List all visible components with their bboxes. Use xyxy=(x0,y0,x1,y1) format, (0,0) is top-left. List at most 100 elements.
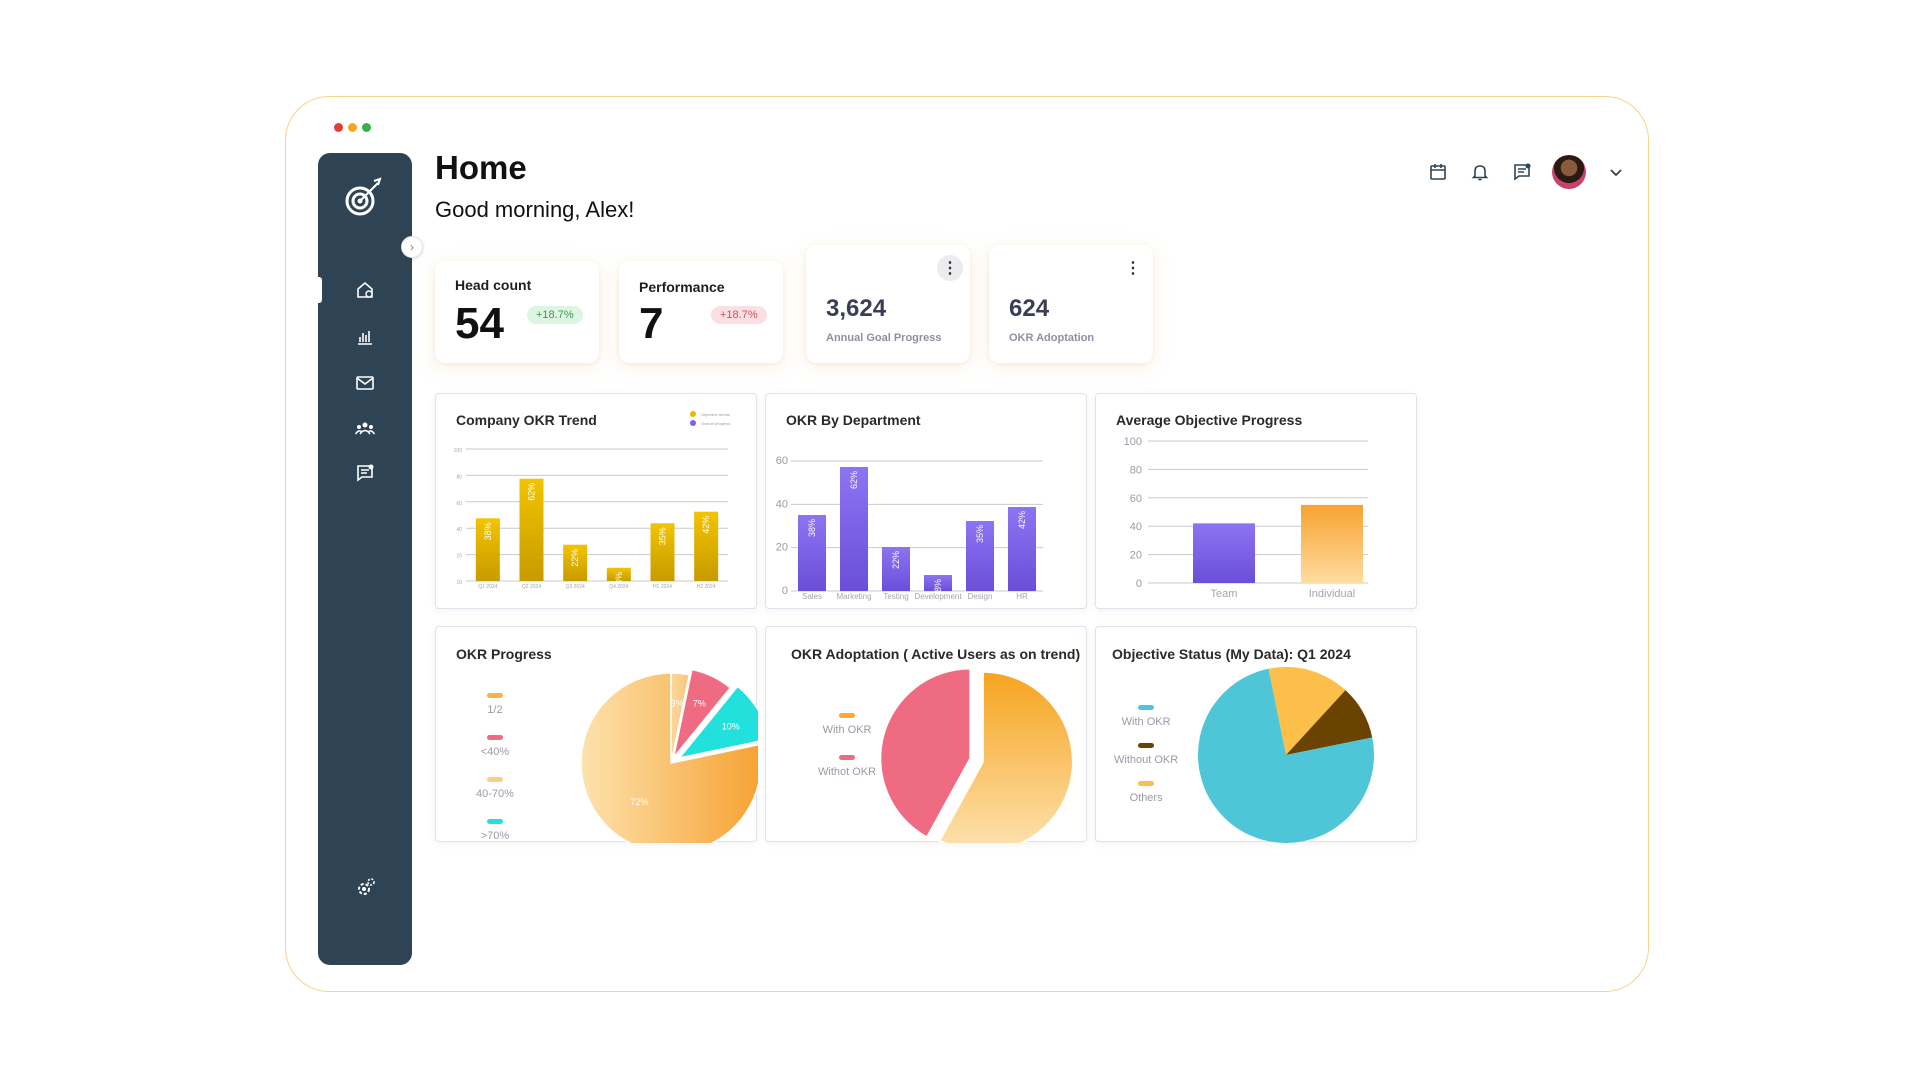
y-tick-label: 60 xyxy=(456,501,462,507)
bar xyxy=(1193,523,1255,583)
legend-label: Without OKR xyxy=(1114,754,1179,766)
slice-label: 72% xyxy=(630,797,648,807)
calendar-button[interactable] xyxy=(1426,160,1450,184)
panel-title: Objective Status (My Data): Q1 2024 xyxy=(1112,646,1351,662)
x-tick-label: Q1 2024 xyxy=(478,584,497,590)
pie-slice xyxy=(938,670,1074,843)
pie-slice xyxy=(1198,668,1374,843)
bar xyxy=(475,518,500,581)
headcount-label: Head count xyxy=(455,277,532,293)
bar-value-label: 38% xyxy=(483,522,493,540)
headcount-card[interactable]: Head count 54 +18.7% xyxy=(435,261,599,363)
profile-menu-button[interactable] xyxy=(1604,160,1628,184)
y-tick-label: 20 xyxy=(456,554,462,560)
slice-label: 3% xyxy=(671,698,684,708)
bar-value-label: 38% xyxy=(807,519,817,537)
app-window: › Home Good morning, Alex! xyxy=(285,96,1649,992)
mail-icon xyxy=(356,376,374,390)
chevron-right-icon: › xyxy=(410,240,414,254)
settings-icon xyxy=(358,878,375,895)
sidebar-item-messages[interactable] xyxy=(350,458,380,488)
close-dot[interactable] xyxy=(334,123,343,132)
legend-item: >70% xyxy=(476,819,514,842)
target-arrow-icon[interactable] xyxy=(340,173,390,223)
chevron-down-icon xyxy=(1610,169,1622,177)
y-tick-label: 60 xyxy=(1130,493,1142,505)
x-tick-label: Sales xyxy=(802,592,822,601)
team-icon xyxy=(355,422,375,435)
sidebar: › xyxy=(318,153,423,965)
sidebar-item-mail[interactable] xyxy=(350,368,380,398)
calendar-icon xyxy=(1430,164,1446,180)
headcount-badge: +18.7% xyxy=(527,306,583,324)
avatar[interactable] xyxy=(1552,155,1586,189)
y-tick-label: 0 xyxy=(1136,578,1142,590)
bar-value-label: 35% xyxy=(658,527,668,545)
legend-label: <40% xyxy=(480,746,510,758)
performance-label: Performance xyxy=(639,279,725,295)
pie-slice xyxy=(672,668,732,759)
slice-label: 10% xyxy=(722,722,740,732)
legend-item: With OKR xyxy=(1114,705,1178,728)
legend-label: Others xyxy=(1129,792,1163,804)
maximize-dot[interactable] xyxy=(362,123,371,132)
sidebar-item-team[interactable] xyxy=(350,413,380,443)
bar-value-label: 22% xyxy=(570,549,580,567)
sidebar-item-home[interactable] xyxy=(350,275,380,305)
legend-item: <40% xyxy=(476,735,514,758)
legend-item: With OKR xyxy=(818,713,876,736)
x-tick-label: Individual xyxy=(1309,588,1355,600)
minimize-dot[interactable] xyxy=(348,123,357,132)
company-okr-trend-panel: 100 80 60 40 20 10 38% Q1 2024 62% Q2 2024 22% Q3 2… xyxy=(435,393,757,609)
messages-button[interactable] xyxy=(1510,160,1534,184)
sidebar-item-analytics[interactable] xyxy=(350,322,380,352)
legend-label: With OKR xyxy=(822,724,872,736)
topbar xyxy=(1426,155,1628,189)
sidebar-item-settings[interactable] xyxy=(350,873,380,903)
x-tick-label: Q4 2024 xyxy=(609,584,628,590)
chat-icon xyxy=(1514,163,1531,181)
adoption-menu-button[interactable]: ⋮ xyxy=(1120,255,1146,281)
legend-label: Objective trends xyxy=(701,412,730,417)
bar xyxy=(966,521,994,591)
y-tick-label: 60 xyxy=(776,455,788,467)
annual-goal-card[interactable]: ⋮ 3,624 Annual Goal Progress xyxy=(806,245,970,363)
x-tick-label: Team xyxy=(1211,588,1238,600)
performance-card[interactable]: Performance 7 +18.7% xyxy=(619,261,783,363)
annual-label: Annual Goal Progress xyxy=(826,332,942,344)
slice-label: 7% xyxy=(693,698,706,708)
annual-menu-button[interactable]: ⋮ xyxy=(937,255,963,281)
okr-department-chart: 604020038%Sales62%Marketing22%Testing8%D… xyxy=(776,455,1043,601)
legend-label: >70% xyxy=(480,830,510,842)
adoption-value: 624 xyxy=(1009,295,1050,322)
adoption-label: OKR Adoptation xyxy=(1009,332,1095,344)
legend-label: Withot OKR xyxy=(818,766,877,778)
bar-value-label: 8% xyxy=(933,579,943,592)
okr-by-department-panel: 60 40 20 0 38% Sales 62% Marketing 22% Testing 8% D… xyxy=(765,393,1087,609)
chat-icon xyxy=(357,464,374,482)
bar-value-label: 42% xyxy=(701,516,711,534)
panel-title: OKR Adoptation ( Active Users as on tren… xyxy=(791,646,1081,662)
collapse-sidebar-button[interactable]: › xyxy=(401,236,423,258)
average-progress-chart: 100 80 60 40 20 0 Team Individual xyxy=(1124,436,1368,600)
legend-label: 40-70% xyxy=(476,788,514,800)
legend-label: Overall progress xyxy=(701,421,730,426)
y-tick-label: 80 xyxy=(1130,464,1142,476)
y-tick-label: 80 xyxy=(456,474,462,480)
bar-value-label: 42% xyxy=(1017,511,1027,529)
x-tick-label: Testing xyxy=(883,592,908,601)
okr-trend-chart: 100 80 60 40 20 10 38% Q1 2024 62% Q2 2024 22% Q3 2… xyxy=(454,411,730,590)
okr-adoption-card[interactable]: ⋮ 624 OKR Adoptation xyxy=(989,245,1153,363)
bar xyxy=(519,478,544,581)
y-tick-label: 10 xyxy=(456,580,462,586)
panel-title: Average Objective Progress xyxy=(1116,412,1303,428)
window-controls xyxy=(334,123,371,132)
bar-value-label: 22% xyxy=(891,551,901,569)
bar xyxy=(1301,504,1363,583)
y-tick-label: 40 xyxy=(456,527,462,533)
notifications-button[interactable] xyxy=(1468,160,1492,184)
y-tick-label: 0 xyxy=(782,585,788,597)
legend-label: 1/2 xyxy=(487,704,503,716)
bar xyxy=(1008,507,1036,591)
legend-label: With OKR xyxy=(1121,716,1171,728)
